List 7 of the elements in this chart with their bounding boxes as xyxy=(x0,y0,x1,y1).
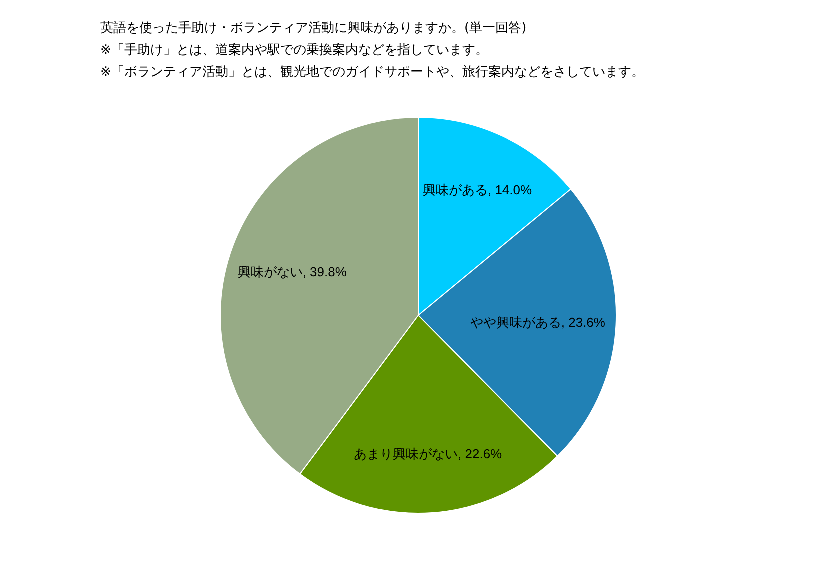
chart-title: 英語を使った手助け・ボランティア活動に興味がありますか。(単一回答) xyxy=(100,21,527,36)
slice-label: あまり興味がない, 22.6% xyxy=(354,446,503,462)
slice-label: 興味がある, 14.0% xyxy=(422,182,532,198)
slice-label: やや興味がある, 23.6% xyxy=(470,314,606,330)
text: ※「ボランティア活動」とは、観光地でのガイドサポートや、旅行案内などをさしています。 xyxy=(100,64,644,80)
slice-label: 興味がない, 39.8% xyxy=(238,264,348,280)
text: ※「手助け」とは、道案内や駅での乗換案内などを指しています。 xyxy=(100,42,488,58)
